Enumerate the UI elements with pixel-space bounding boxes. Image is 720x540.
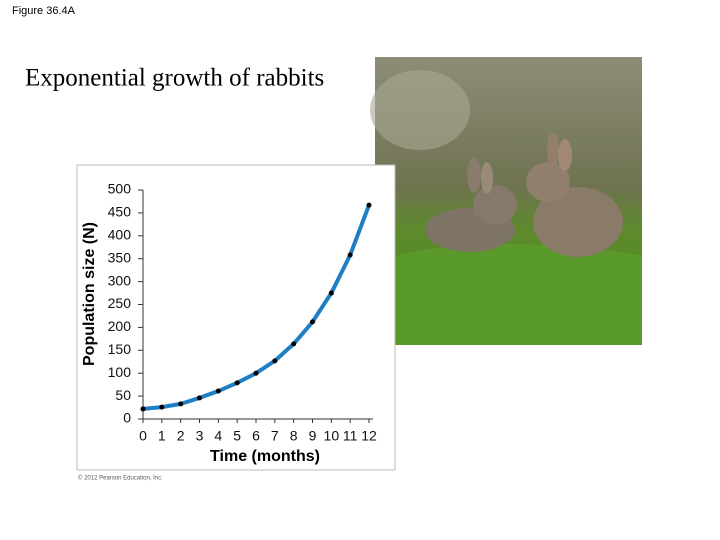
data-point <box>328 290 334 296</box>
data-point <box>234 380 240 386</box>
data-point <box>272 358 278 364</box>
y-tick-label: 100 <box>108 364 132 380</box>
copyright: © 2012 Pearson Education, Inc. <box>78 475 163 482</box>
data-point <box>197 395 202 401</box>
x-tick-label: 7 <box>271 428 279 444</box>
y-tick-label: 350 <box>108 249 132 265</box>
data-point <box>159 404 165 410</box>
x-tick-label: 4 <box>214 428 222 444</box>
data-point <box>140 406 146 412</box>
rabbit-photo <box>370 57 642 345</box>
y-tick-label: 50 <box>115 387 131 403</box>
x-tick-label: 2 <box>177 428 185 444</box>
data-point <box>291 341 297 347</box>
x-tick-label: 10 <box>324 428 340 444</box>
y-axis-label: Population size (N) <box>81 222 98 366</box>
data-point <box>347 252 353 258</box>
y-tick-label: 300 <box>108 272 132 288</box>
y-tick-label: 250 <box>108 295 132 311</box>
data-point <box>215 388 221 394</box>
figure-label: Figure 36.4A <box>12 5 76 17</box>
y-tick-label: 0 <box>123 410 131 426</box>
x-tick-label: 8 <box>290 428 298 444</box>
x-tick-label: 3 <box>196 428 204 444</box>
y-tick-label: 200 <box>108 318 132 334</box>
x-tick-label: 11 <box>343 428 358 444</box>
x-tick-label: 12 <box>361 428 377 444</box>
data-point <box>253 370 259 376</box>
x-tick-label: 5 <box>233 428 241 444</box>
y-tick-label: 400 <box>108 227 132 243</box>
y-tick-label: 450 <box>108 204 132 220</box>
x-tick-label: 9 <box>309 428 317 444</box>
x-axis-label: Time (months) <box>210 448 320 465</box>
x-tick-label: 6 <box>252 428 260 444</box>
data-point <box>366 202 372 208</box>
y-tick-label: 150 <box>108 341 132 357</box>
x-tick-label: 0 <box>139 428 147 444</box>
data-point <box>310 319 315 325</box>
data-point <box>178 401 184 407</box>
y-tick-label: 500 <box>108 181 132 197</box>
chart-title: Exponential growth of rabbits <box>25 65 324 92</box>
x-tick-label: 1 <box>158 428 166 444</box>
